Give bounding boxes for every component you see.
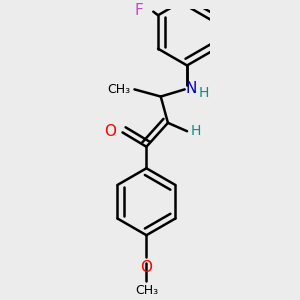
Text: F: F (135, 3, 144, 18)
Text: O: O (140, 260, 152, 275)
Text: H: H (198, 86, 209, 100)
Text: CH₃: CH₃ (135, 284, 158, 297)
Text: O: O (104, 124, 116, 139)
Text: CH₃: CH₃ (108, 83, 131, 96)
Text: N: N (186, 81, 197, 96)
Text: H: H (190, 124, 201, 138)
